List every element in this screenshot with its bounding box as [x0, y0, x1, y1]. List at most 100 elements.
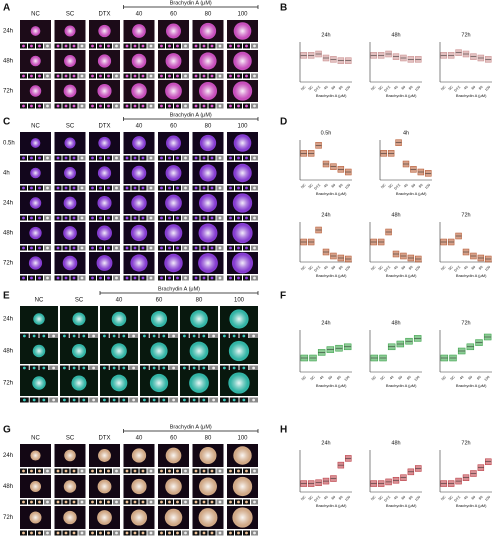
channel-dot — [80, 74, 84, 78]
channel-dot — [141, 531, 145, 535]
channel-dot — [210, 469, 214, 473]
channel-dot — [107, 156, 110, 160]
channel-dot — [192, 334, 196, 338]
channel-dot — [222, 366, 226, 370]
spheroid-glow — [73, 345, 85, 357]
spheroid-glow — [132, 226, 146, 240]
channel-dot — [202, 366, 206, 370]
panel-letter: B — [280, 3, 287, 14]
spheroid-glow — [167, 54, 180, 68]
row-label: 24h — [3, 453, 13, 459]
channel-dot — [22, 74, 25, 78]
channel-dot — [210, 276, 214, 280]
x-tick-label: 100 — [413, 375, 420, 382]
column-label: 60 — [170, 124, 177, 130]
channel-dot — [172, 398, 176, 402]
channel-dot — [184, 246, 187, 250]
channel-dot — [32, 334, 36, 338]
x-tick-label: DTX — [314, 494, 322, 502]
channel-dot — [38, 104, 41, 108]
channel-dot — [72, 398, 76, 402]
channel-dot — [72, 74, 76, 78]
channel-dot — [64, 500, 68, 504]
spheroid-glow — [65, 138, 75, 148]
channel-dot — [64, 469, 68, 473]
channel-dot — [245, 216, 248, 220]
spheroid-glow — [166, 196, 181, 210]
row-label: 72h — [3, 381, 13, 387]
column-label: 60 — [170, 12, 177, 18]
group-label: Brachydin A (μM) — [170, 112, 212, 118]
spheroid-glow — [200, 83, 216, 99]
spheroid-glow — [133, 449, 145, 462]
chart-title: 48h — [391, 440, 400, 446]
channel-dot — [99, 531, 102, 535]
channel-dot — [80, 216, 84, 220]
channel-dot — [202, 398, 206, 402]
channel-dot — [115, 246, 118, 250]
spheroid-glow — [31, 139, 40, 147]
spheroid-glow — [166, 84, 181, 98]
channel-dot — [107, 276, 110, 280]
channel-dot — [38, 186, 41, 190]
channel-dot — [229, 500, 232, 504]
panel-letter: A — [3, 3, 10, 14]
spheroid-glow — [31, 168, 40, 178]
column-label: 60 — [170, 436, 177, 442]
channel-dot — [125, 156, 129, 160]
channel-dot — [46, 276, 49, 280]
spheroid-glow — [200, 225, 216, 241]
channel-dot — [38, 469, 41, 473]
spheroid-glow — [64, 257, 76, 269]
channel-dot — [194, 469, 198, 473]
spheroid-glow — [112, 344, 126, 358]
x-tick-label: 100 — [484, 85, 491, 92]
column-label: NC — [35, 298, 44, 304]
channel-dot — [72, 276, 76, 280]
spheroid-glow — [152, 312, 166, 326]
channel-dot — [176, 74, 179, 78]
channel-dot — [210, 74, 214, 78]
spheroid-glow — [64, 227, 76, 239]
channel-dot — [99, 246, 102, 250]
channel-dot — [245, 469, 248, 473]
channel-dot — [237, 44, 240, 48]
channel-dot — [168, 531, 171, 535]
row-label: 0.5h — [3, 141, 15, 147]
channel-dot — [22, 246, 25, 250]
channel-dot — [64, 246, 68, 250]
channel-dot — [22, 44, 25, 48]
channel-dot — [64, 44, 68, 48]
channel-dot — [112, 398, 116, 402]
row-label: 4h — [3, 171, 10, 177]
channel-dot — [125, 104, 129, 108]
channel-dot — [133, 104, 137, 108]
x-tick-label: SC — [378, 85, 385, 92]
column-label: 100 — [234, 298, 245, 304]
x-tick-label: SC — [308, 85, 315, 92]
channel-dot — [56, 500, 60, 504]
channel-dot — [115, 531, 118, 535]
channel-dot — [210, 44, 214, 48]
channel-dot — [115, 186, 118, 190]
spheroid-glow — [235, 165, 250, 181]
spheroid-glow — [167, 449, 180, 462]
channel-dot — [133, 531, 137, 535]
x-tick-label: 60 — [331, 495, 337, 501]
chart-title: 24h — [321, 320, 330, 326]
channel-dot — [125, 186, 129, 190]
panel-letter: E — [3, 291, 10, 302]
channel-dot — [222, 334, 226, 338]
channel-dot — [141, 156, 145, 160]
x-tick-label: 60 — [331, 183, 337, 189]
channel-dot — [115, 104, 118, 108]
spheroid-glow — [201, 448, 215, 463]
spheroid-glow — [30, 257, 41, 269]
channel-dot — [141, 216, 145, 220]
row-label: 24h — [3, 201, 13, 207]
channel-dot — [91, 500, 94, 504]
channel-dot — [160, 531, 163, 535]
channel-dot — [176, 186, 179, 190]
channel-dot — [245, 500, 248, 504]
x-tick-label: 40 — [403, 183, 409, 189]
